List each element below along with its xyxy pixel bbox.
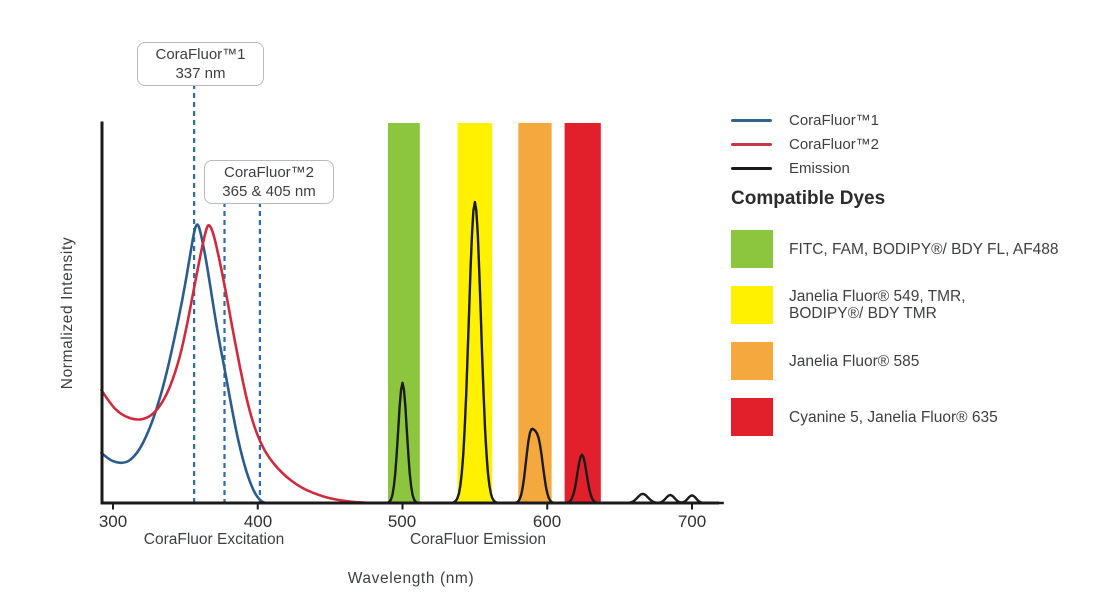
x-tick-300: 300 [99,512,127,531]
dye-row-red: Cyanine 5, Janelia Fluor® 635 [731,398,1106,436]
dye-label: Janelia Fluor® 585 [789,352,920,370]
dye-row-yellow: Janelia Fluor® 549, TMR, BODIPY®/ BDY TM… [731,286,1106,324]
callout-title: CoraFluor™2 [223,164,315,181]
compatible-dyes-heading: Compatible Dyes [731,188,886,209]
dye-row-orange: Janelia Fluor® 585 [731,342,1106,380]
legend-row-corafluor1: CoraFluor™1 [731,111,1106,129]
yellow-dye-swatch [731,286,773,324]
legend-label: CoraFluor™2 [789,135,880,153]
emission-section-label: CoraFluor Emission [410,531,546,548]
corafluor2-line-swatch [731,142,772,146]
legend-panel: CoraFluor™1 CoraFluor™2 Emission Compati… [731,112,1106,454]
dye-band-layer [388,123,601,503]
x-tick-500: 500 [388,512,416,531]
dye-label: Janelia Fluor® 549, TMR, BODIPY®/ BDY TM… [789,288,966,322]
annotation-callout-corafluor1: CoraFluor™1 337 nm [137,42,264,86]
x-axis-title: Wavelength (nm) [348,570,474,587]
dye-label: FITC, FAM, BODIPY®/ BDY FL, AF488 [789,240,1059,258]
callout-value: 337 nm [175,65,226,82]
excitation-curve [100,223,268,505]
dye-band [518,123,552,503]
callout-value: 365 & 405 nm [222,183,316,200]
green-dye-swatch [731,230,773,268]
x-tick-400: 400 [244,512,272,531]
dye-band [564,123,601,503]
x-tick-600: 600 [533,512,561,531]
excitation-curve [100,224,372,505]
callout-title: CoraFluor™1 [155,46,246,63]
dye-label: Cyanine 5, Janelia Fluor® 635 [789,408,998,426]
legend-row-corafluor2: CoraFluor™2 [731,135,1106,153]
orange-dye-swatch [731,342,773,380]
dye-row-green: FITC, FAM, BODIPY®/ BDY FL, AF488 [731,230,1106,268]
dye-band [388,123,420,503]
corafluor1-line-swatch [731,118,772,122]
legend-label: CoraFluor™1 [789,111,880,129]
red-dye-swatch [731,398,773,436]
annotation-callout-corafluor2: CoraFluor™2 365 & 405 nm [204,160,334,204]
emission-line-swatch [731,166,772,170]
x-tick-700: 700 [678,512,706,531]
legend-label: Emission [789,159,850,177]
excitation-section-label: CoraFluor Excitation [144,531,284,548]
y-axis-title: Normalized Intensity [59,237,76,389]
axis-layer [100,121,719,510]
legend-row-emission: Emission [731,159,1106,177]
